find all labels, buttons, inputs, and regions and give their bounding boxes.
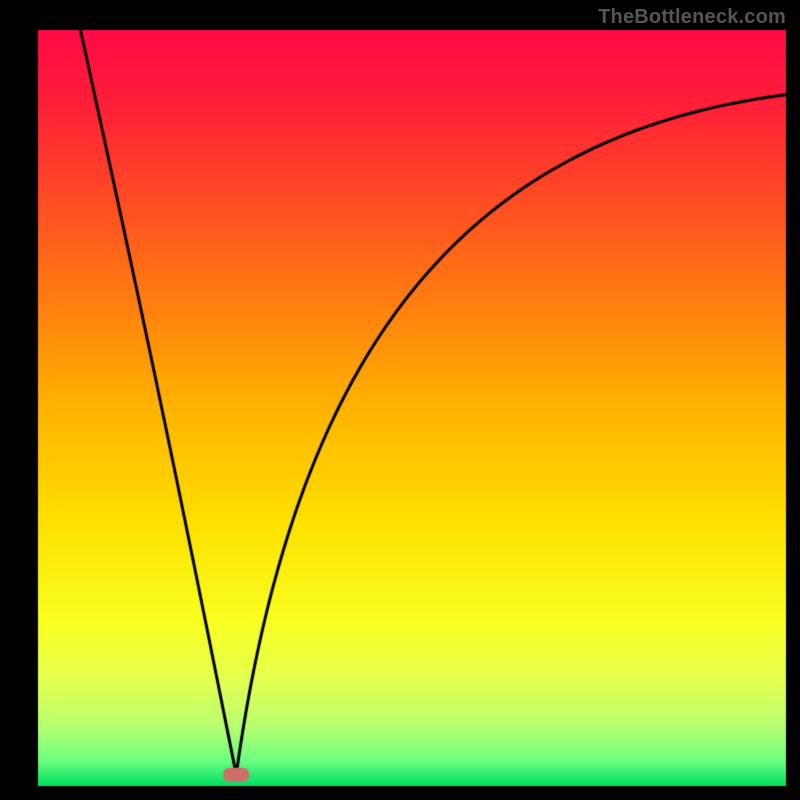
- watermark-text: TheBottleneck.com: [598, 6, 786, 29]
- chart-container: TheBottleneck.com: [0, 0, 800, 800]
- bottleneck-chart-canvas: [0, 0, 800, 800]
